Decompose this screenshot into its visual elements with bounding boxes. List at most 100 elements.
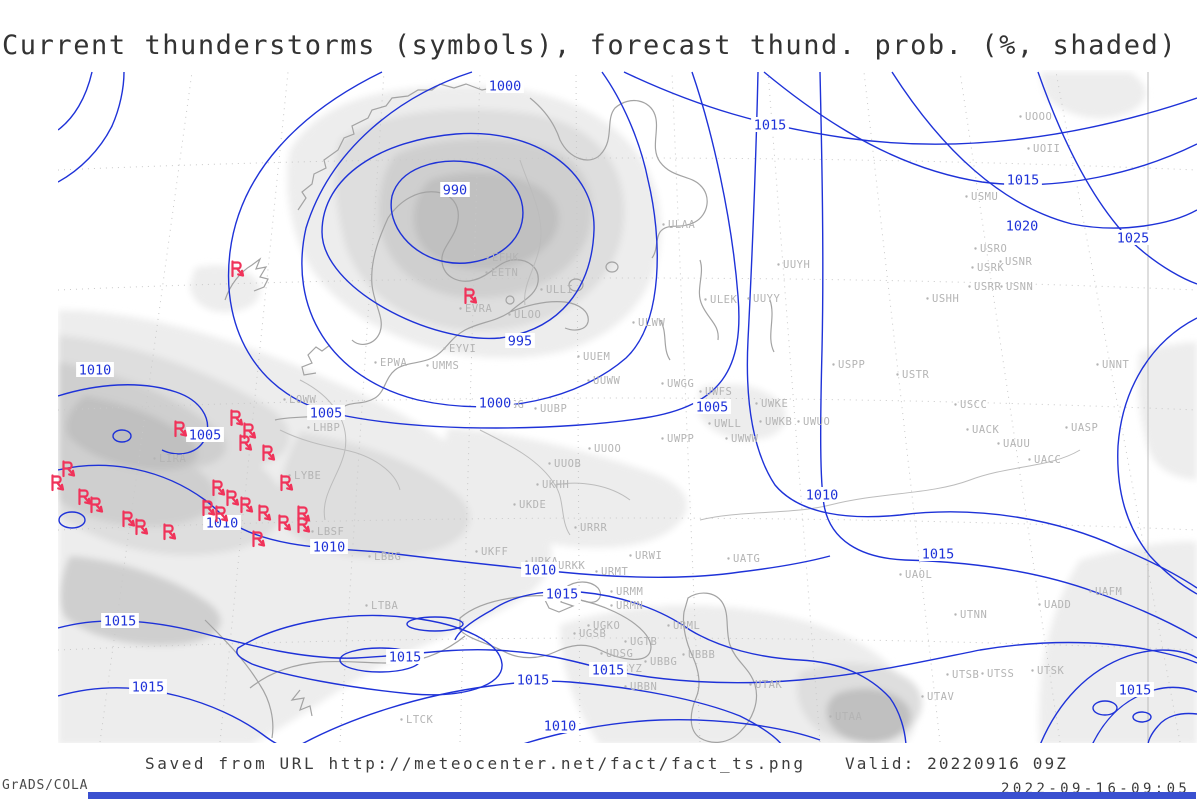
station-dot [954, 613, 957, 616]
station-dot [832, 363, 835, 366]
station-label: UASP [1071, 422, 1098, 434]
isobar-1010-south [524, 719, 821, 743]
contour-label: 1000 [489, 79, 522, 95]
station-label: LTCK [406, 714, 433, 726]
coastline-scandinavia [297, 83, 493, 211]
station-dot [725, 437, 728, 440]
station-label: USRO [980, 243, 1007, 255]
station-label: USNR [1005, 256, 1032, 268]
station-dot [624, 640, 627, 643]
isobar-br3 [1147, 712, 1197, 743]
station-dot [365, 604, 368, 607]
station-label: UGKO [593, 620, 620, 632]
river-squiggle-2 [659, 319, 671, 361]
contour-label-box [543, 586, 581, 601]
station-label: UBBN [630, 681, 657, 693]
station-dot [1031, 669, 1034, 672]
isobar-1005 [227, 71, 740, 429]
station-dot [548, 462, 551, 465]
station-label: UBBB [688, 649, 715, 661]
station-dot [971, 266, 974, 269]
station-dot [629, 554, 632, 557]
station-dot [486, 256, 489, 259]
station-dot [588, 447, 591, 450]
isobar-1010-vertical [819, 71, 1197, 639]
contour-label-box [386, 649, 424, 664]
contour-layer [58, 71, 1197, 743]
station-dot [926, 297, 929, 300]
probability-shading-layer [58, 72, 1197, 743]
contour-label: 1005 [189, 428, 222, 444]
contour-label-box [505, 333, 535, 348]
isobar-1020 [891, 71, 1197, 229]
station-label: UTNN [960, 609, 987, 621]
station-label: UAFM [1095, 586, 1122, 598]
station-dot [577, 355, 580, 358]
station-label: UUYH [783, 259, 810, 271]
contour-label: 1010 [79, 363, 112, 379]
station-dot [777, 263, 780, 266]
station-dot [1089, 590, 1092, 593]
station-dot [587, 624, 590, 627]
station-dot [981, 672, 984, 675]
station-label: UKDE [519, 499, 546, 511]
station-label: UBBG [650, 656, 677, 668]
station-label: UTSS [987, 668, 1014, 680]
station-label: URML [673, 620, 700, 632]
station-label: UUOO [594, 443, 621, 455]
isobar-1005-vertical [746, 71, 1197, 589]
station-dot [307, 426, 310, 429]
station-label: UDSG [606, 648, 633, 660]
station-dot [727, 557, 730, 560]
isobar-1015-southwest [58, 687, 277, 743]
station-label: UWPP [667, 433, 694, 445]
lake-onega [605, 261, 619, 273]
station-dot [574, 526, 577, 529]
station-dot [797, 420, 800, 423]
station-dot [954, 403, 957, 406]
station-dot [899, 573, 902, 576]
station-label: URKK [558, 560, 585, 572]
station-dot [475, 550, 478, 553]
isobar-far-right [1117, 317, 1197, 595]
station-label: LHBP [313, 422, 340, 434]
station-dot [966, 428, 969, 431]
isobar-corner-nw1 [58, 71, 125, 183]
station-label: LOWW [289, 394, 316, 406]
contour-label: 1015 [754, 118, 787, 134]
station-dot [443, 347, 446, 350]
lake-peipus [505, 295, 515, 305]
station-labels-layer: ULAA EFHK EETN ULLI EVRA ULOO ULWW UUYH UUYY ULEK… [153, 111, 1129, 726]
station-dot [662, 223, 665, 226]
isobar-1010-west [58, 464, 831, 578]
station-dot [1028, 458, 1031, 461]
contour-label: 1010 [524, 563, 557, 579]
station-label: UMMS [432, 360, 459, 372]
station-label: UUWW [593, 375, 620, 387]
station-label: ULOO [514, 309, 541, 321]
station-label: UACC [1034, 454, 1061, 466]
station-dot [573, 632, 576, 635]
station-label: UUYY [753, 293, 780, 305]
station-dot [667, 624, 670, 627]
station-label: USMU [971, 191, 998, 203]
station-dot [1065, 426, 1068, 429]
station-label: UWGG [667, 378, 694, 390]
station-label: USTR [902, 369, 929, 381]
contour-label-box [310, 539, 348, 554]
station-dot [999, 260, 1002, 263]
contour-label: 1000 [479, 396, 512, 412]
contour-label-box [307, 405, 345, 420]
station-dot [661, 382, 664, 385]
station-dot [610, 590, 613, 593]
contour-label: 1005 [310, 406, 343, 422]
station-dot [311, 530, 314, 533]
station-dot [661, 437, 664, 440]
contour-label: 1010 [313, 540, 346, 556]
station-label: UTAK [755, 679, 782, 691]
contour-label: 1025 [1117, 231, 1150, 247]
isobar-small-loop [1092, 700, 1118, 716]
station-label: UWFS [705, 386, 732, 398]
graticule-layer [58, 71, 1197, 743]
station-dot [368, 555, 371, 558]
